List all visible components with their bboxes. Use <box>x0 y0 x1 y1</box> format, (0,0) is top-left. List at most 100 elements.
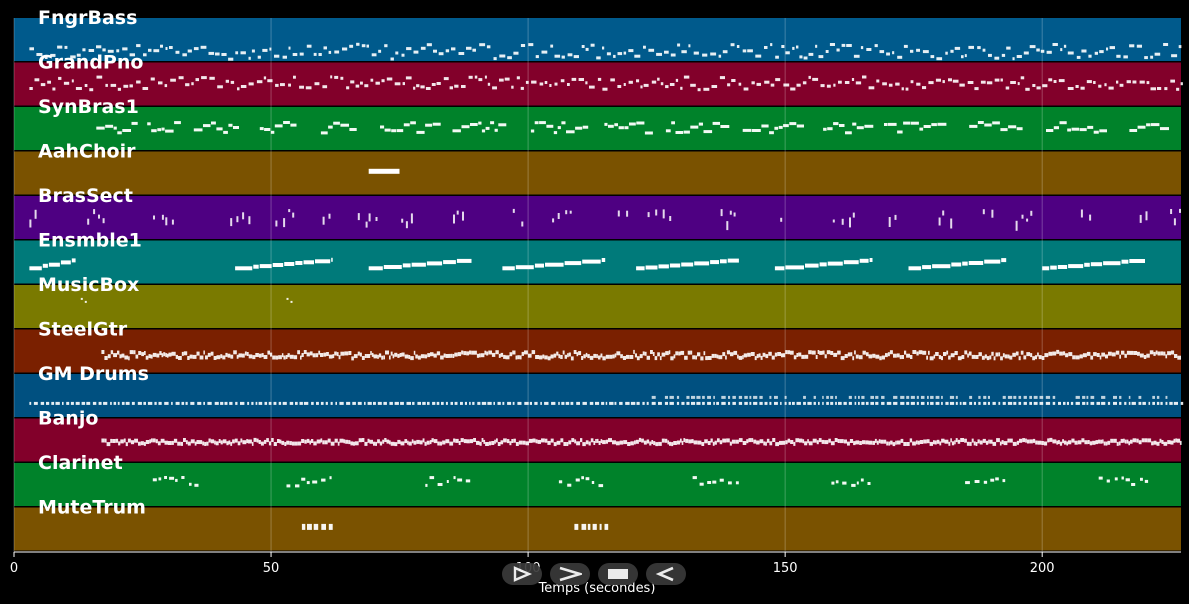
note <box>1119 395 1122 399</box>
note <box>375 441 377 446</box>
note <box>802 81 807 85</box>
note <box>614 353 617 358</box>
note <box>143 441 146 446</box>
note <box>826 401 829 405</box>
note <box>60 260 71 265</box>
note <box>36 53 43 56</box>
note <box>782 440 786 445</box>
note <box>534 263 544 268</box>
note <box>235 51 239 55</box>
note <box>1144 438 1148 443</box>
note <box>339 401 344 405</box>
note <box>272 355 276 360</box>
note <box>816 440 819 445</box>
note <box>1060 48 1063 52</box>
stop-button[interactable] <box>598 563 638 585</box>
note <box>384 44 388 48</box>
note <box>654 356 658 361</box>
note <box>1128 441 1130 446</box>
note <box>322 440 325 445</box>
note <box>328 213 331 219</box>
note <box>916 401 919 405</box>
note <box>357 401 362 405</box>
note <box>1146 81 1150 85</box>
note <box>561 401 565 405</box>
note <box>1107 440 1111 445</box>
note <box>1052 401 1056 405</box>
note <box>356 42 360 46</box>
note <box>832 219 835 223</box>
note <box>362 438 365 442</box>
stop-icon <box>608 569 628 579</box>
note <box>517 401 522 405</box>
note <box>711 85 718 88</box>
note <box>753 401 758 405</box>
note <box>796 45 799 49</box>
note <box>588 441 591 446</box>
note <box>1053 126 1059 130</box>
note <box>1090 401 1095 405</box>
note <box>442 440 446 445</box>
note <box>299 85 304 89</box>
note <box>1151 123 1160 127</box>
note <box>989 355 992 360</box>
note <box>860 478 864 482</box>
note <box>240 438 243 443</box>
note <box>841 43 846 47</box>
note <box>744 401 748 405</box>
note <box>664 401 668 405</box>
playback-controls <box>502 563 686 587</box>
forward-button[interactable] <box>550 563 590 585</box>
note <box>949 401 955 405</box>
note <box>225 79 229 83</box>
note <box>796 83 801 87</box>
note <box>320 131 328 135</box>
note <box>1163 351 1166 356</box>
note <box>653 441 656 446</box>
track-labels: FngrBassGrandPnoSynBras1AahChoirBrasSect… <box>38 7 149 519</box>
note <box>256 80 263 84</box>
note <box>683 130 690 134</box>
play-button[interactable] <box>502 563 542 585</box>
note <box>1020 350 1024 355</box>
note <box>1016 55 1022 58</box>
note <box>850 352 853 357</box>
note <box>977 439 980 444</box>
note <box>215 441 219 446</box>
note <box>216 355 221 360</box>
note <box>316 401 319 405</box>
note <box>464 401 467 405</box>
note <box>183 351 188 356</box>
note <box>565 401 570 405</box>
note <box>165 129 174 133</box>
note <box>124 355 129 360</box>
note <box>848 401 852 405</box>
note <box>1101 395 1106 399</box>
note <box>220 354 223 359</box>
note <box>1000 128 1008 132</box>
note <box>96 45 102 49</box>
note <box>1132 438 1137 443</box>
note <box>29 47 34 51</box>
note <box>175 401 180 405</box>
note <box>551 401 556 405</box>
note <box>727 258 739 263</box>
note <box>232 439 235 444</box>
note <box>717 438 720 443</box>
note <box>978 401 981 405</box>
note <box>338 355 341 360</box>
note <box>174 121 181 125</box>
note <box>432 401 436 405</box>
back-button[interactable] <box>646 563 686 585</box>
note <box>998 352 1001 357</box>
note <box>255 353 259 357</box>
note <box>463 351 467 356</box>
note <box>556 440 561 445</box>
note <box>50 53 56 57</box>
note <box>922 50 929 54</box>
note <box>225 352 228 357</box>
note <box>916 82 921 86</box>
note <box>966 441 970 446</box>
note <box>1057 265 1068 269</box>
note <box>408 355 411 359</box>
